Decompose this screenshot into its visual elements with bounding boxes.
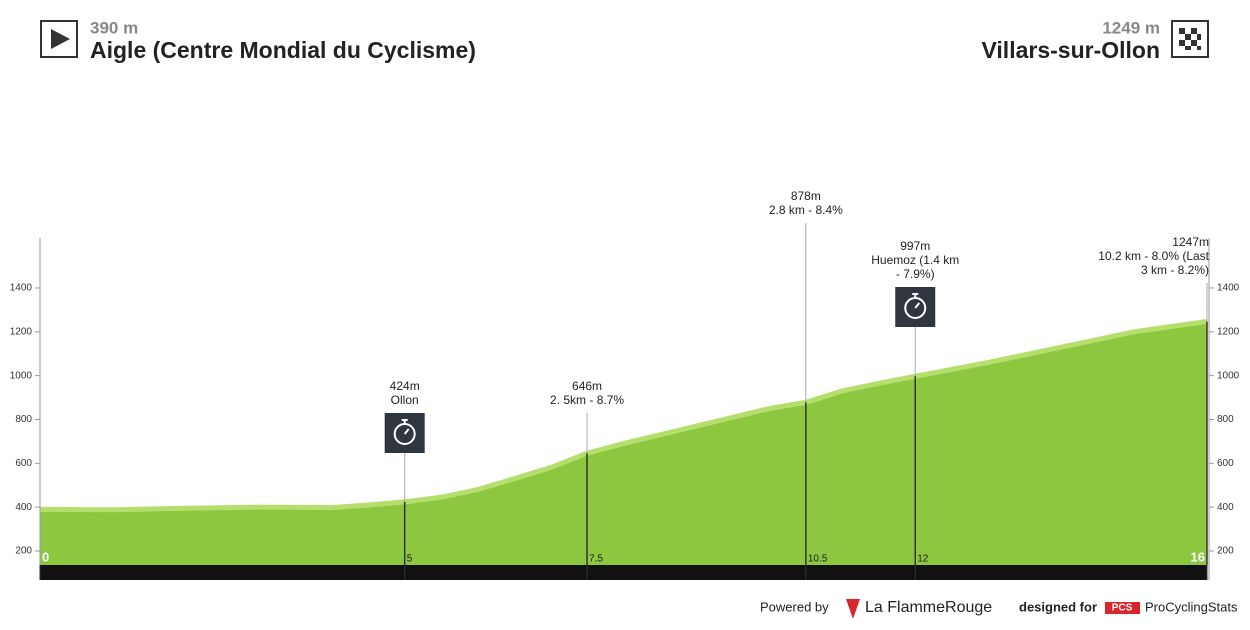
marker-altitude: 997m xyxy=(900,239,930,253)
start-icon xyxy=(40,20,78,58)
y-tick-label: 600 xyxy=(15,458,32,469)
y2-tick-label: 800 xyxy=(1217,414,1234,425)
finish-icon xyxy=(1171,20,1209,58)
x-tick-label: 0 xyxy=(42,549,49,564)
marker-description: 10.2 km - 8.0% (Last xyxy=(1098,249,1209,263)
marker-altitude: 1247m xyxy=(1172,235,1209,249)
y2-tick-label: 1000 xyxy=(1217,370,1240,381)
footer: Powered by La FlammeRouge designed for P… xyxy=(760,599,1238,619)
y2-tick-label: 400 xyxy=(1217,502,1234,513)
y-tick-label: 1200 xyxy=(10,326,33,337)
x-tick-label: 10.5 xyxy=(808,554,828,565)
x-tick-label: 16 xyxy=(1191,549,1205,564)
marker-altitude: 878m xyxy=(791,189,821,203)
marker-description: - 7.9%) xyxy=(896,267,935,281)
pcs-logo: PCS xyxy=(1112,603,1133,614)
y2-tick-label: 1400 xyxy=(1217,283,1240,294)
marker-description: Huemoz (1.4 km xyxy=(871,253,959,267)
y2-tick-label: 600 xyxy=(1217,458,1234,469)
marker-description: 3 km - 8.2%) xyxy=(1141,263,1209,277)
y-tick-label: 200 xyxy=(15,546,32,557)
y-tick-label: 800 xyxy=(15,414,32,425)
marker-description: 2.8 km - 8.4% xyxy=(769,203,843,217)
brand: La FlammeRouge xyxy=(865,599,992,616)
y2-tick-label: 200 xyxy=(1217,546,1234,557)
baseline-bar xyxy=(40,565,1207,580)
y-tick-label: 400 xyxy=(15,502,32,513)
marker-altitude: 424m xyxy=(390,379,420,393)
marker-description: 2. 5km - 8.7% xyxy=(550,393,624,407)
sprint-icon xyxy=(384,413,425,453)
y-tick-label: 1000 xyxy=(10,370,33,381)
plot: 200 200 400 400 600 600 800 800 1000 1000 1200 1200… xyxy=(10,189,1240,580)
y-tick-label: 1400 xyxy=(10,283,33,294)
marker-altitude: 646m xyxy=(572,379,602,393)
x-tick-label: 5 xyxy=(407,554,413,565)
powered-by: Powered by xyxy=(760,599,829,614)
start-name: Aigle (Centre Mondial du Cyclisme) xyxy=(90,37,476,63)
start-altitude: 390 m xyxy=(90,18,138,37)
y2-tick-label: 1200 xyxy=(1217,326,1240,337)
sprint-icon xyxy=(895,287,936,327)
marker-description: Ollon xyxy=(391,393,419,407)
designed-for: designed for xyxy=(1019,599,1097,614)
finish-altitude: 1249 m xyxy=(1102,18,1160,37)
finish-name: Villars-sur-Ollon xyxy=(981,37,1160,63)
x-tick-label: 7.5 xyxy=(589,554,603,565)
x-tick-label: 12 xyxy=(917,554,929,565)
site-name: ProCyclingStats xyxy=(1145,599,1238,614)
